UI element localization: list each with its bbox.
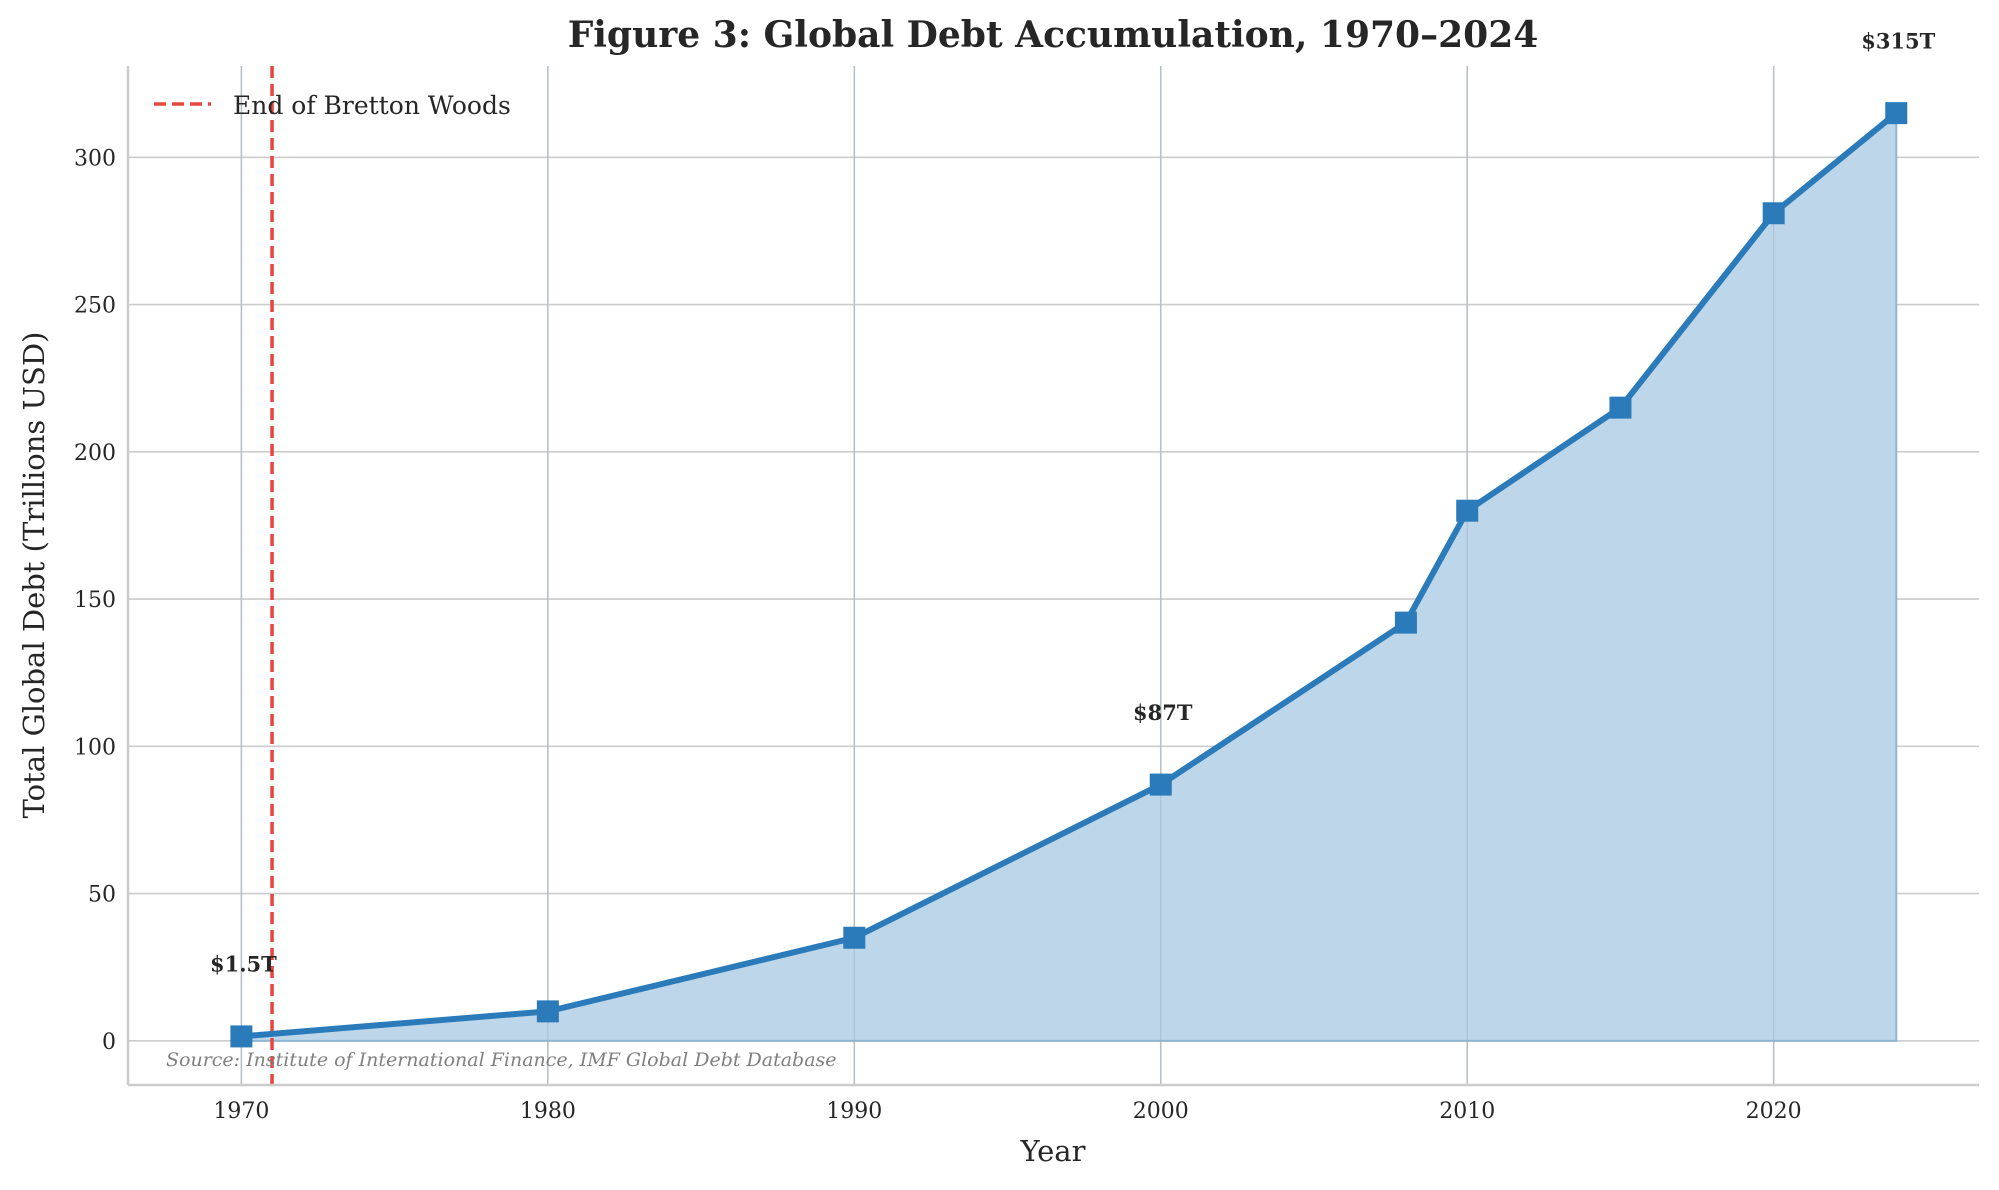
y-tick-label: 200	[74, 441, 116, 466]
y-tick-label: 300	[74, 146, 116, 171]
legend-label: End of Bretton Woods	[233, 91, 511, 120]
data-point-marker	[536, 1000, 559, 1023]
x-tick-label: 1990	[826, 1099, 882, 1124]
y-ticks: 0 50 100 150 200 250 300	[74, 146, 116, 1055]
area-fill	[240, 111, 1898, 1042]
data-annotation: $315T	[1861, 28, 1935, 53]
y-tick-label: 250	[74, 294, 116, 319]
x-axis-label: Year	[1020, 1134, 1086, 1168]
y-tick-label: 50	[88, 883, 116, 908]
markers	[230, 102, 1908, 1048]
y-tick-label: 100	[74, 735, 116, 760]
x-tick-label: 2010	[1439, 1099, 1495, 1124]
data-point-marker	[1394, 611, 1417, 634]
data-point-marker	[1149, 773, 1172, 796]
x-tick-label: 1970	[213, 1099, 269, 1124]
y-tick-label: 150	[74, 588, 116, 613]
legend: End of Bretton Woods	[154, 91, 511, 120]
data-annotation: $87T	[1133, 700, 1193, 725]
chart-title: Figure 3: Global Debt Accumulation, 1970…	[568, 14, 1539, 56]
data-point-marker	[1456, 499, 1479, 522]
x-tick-label: 1980	[520, 1099, 576, 1124]
annotations: $1.5T $87T $315T	[210, 28, 1936, 976]
source-note: Source: Institute of International Finan…	[166, 1049, 837, 1071]
x-tick-label: 2020	[1746, 1099, 1802, 1124]
axes	[126, 66, 1979, 1087]
data-annotation: $1.5T	[210, 952, 277, 977]
x-ticks: 1970 1980 1990 2000 2010 2020	[213, 1099, 1801, 1124]
data-point-marker	[1885, 102, 1908, 125]
y-tick-label: 0	[102, 1030, 116, 1055]
data-point-marker	[843, 926, 866, 949]
data-point-marker	[1762, 202, 1785, 225]
data-point-marker	[230, 1025, 253, 1048]
x-tick-label: 2000	[1133, 1099, 1189, 1124]
y-axis-label: Total Global Debt (Trillions USD)	[17, 332, 51, 819]
data-point-marker	[1609, 396, 1632, 419]
grid-over-fill	[240, 66, 1775, 1085]
